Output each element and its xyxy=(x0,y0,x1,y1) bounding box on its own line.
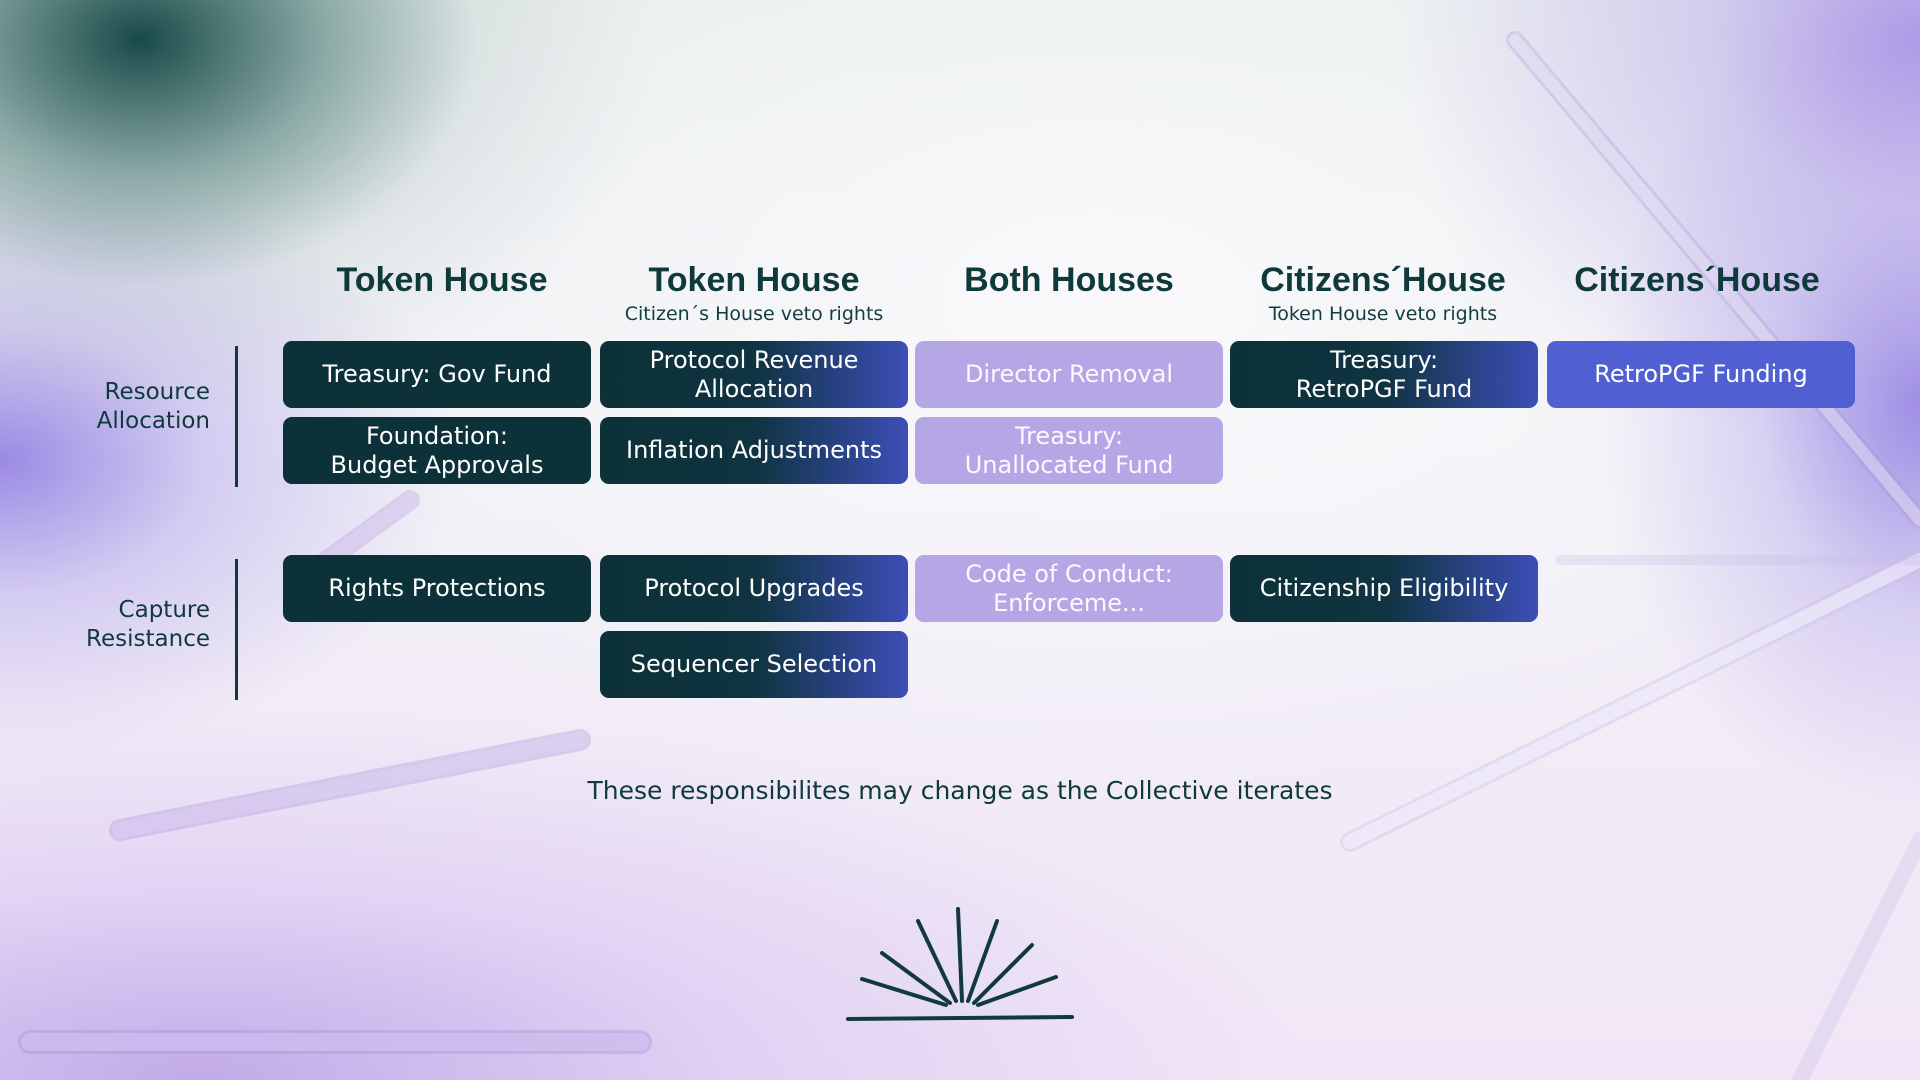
column-header-both-houses: Both Houses xyxy=(914,260,1224,300)
cell-code-of-conduct: Code of Conduct: Enforceme... xyxy=(915,555,1223,622)
cell-rights-protections: Rights Protections xyxy=(283,555,591,622)
cell-inflation-adjustments: Inflation Adjustments xyxy=(600,417,908,484)
column-subtitle: Citizen´s House veto rights xyxy=(624,303,884,325)
column-header-token-house: Token House xyxy=(287,260,597,300)
cell-treasury-gov-fund: Treasury: Gov Fund xyxy=(283,341,591,408)
row-divider xyxy=(235,559,238,700)
cell-treasury-unallocated-fund: Treasury: Unallocated Fund xyxy=(915,417,1223,484)
cell-director-removal: Director Removal xyxy=(915,341,1223,408)
column-title: Token House xyxy=(336,261,548,299)
cell-protocol-revenue-allocation: Protocol Revenue Allocation xyxy=(600,341,908,408)
column-title: Citizens´House xyxy=(1260,261,1506,299)
footnote: These responsibilites may change as the … xyxy=(587,776,1333,805)
column-header-citizens-house-veto: Citizens´House Token House veto rights xyxy=(1228,260,1538,326)
cell-citizenship-eligibility: Citizenship Eligibility xyxy=(1230,555,1538,622)
cell-foundation-budget-approvals: Foundation: Budget Approvals xyxy=(283,417,591,484)
cell-retropgf-funding: RetroPGF Funding xyxy=(1547,341,1855,408)
row-label-capture-resistance: Capture Resistance xyxy=(86,597,210,652)
cell-treasury-retropgf-fund: Treasury: RetroPGF Fund xyxy=(1230,341,1538,408)
cell-sequencer-selection: Sequencer Selection xyxy=(600,631,908,698)
column-subtitle: Token House veto rights xyxy=(1268,303,1498,325)
sunrise-icon xyxy=(846,907,1074,1021)
row-divider xyxy=(235,346,238,487)
row-label-resource-allocation: Resource Allocation xyxy=(96,379,210,434)
column-header-citizens-house: Citizens´House xyxy=(1542,260,1852,300)
column-title: Token House xyxy=(648,261,860,299)
cell-protocol-upgrades: Protocol Upgrades xyxy=(600,555,908,622)
column-title: Both Houses xyxy=(964,261,1174,299)
column-header-token-house-veto: Token House Citizen´s House veto rights xyxy=(599,260,909,326)
column-title: Citizens´House xyxy=(1574,261,1820,299)
